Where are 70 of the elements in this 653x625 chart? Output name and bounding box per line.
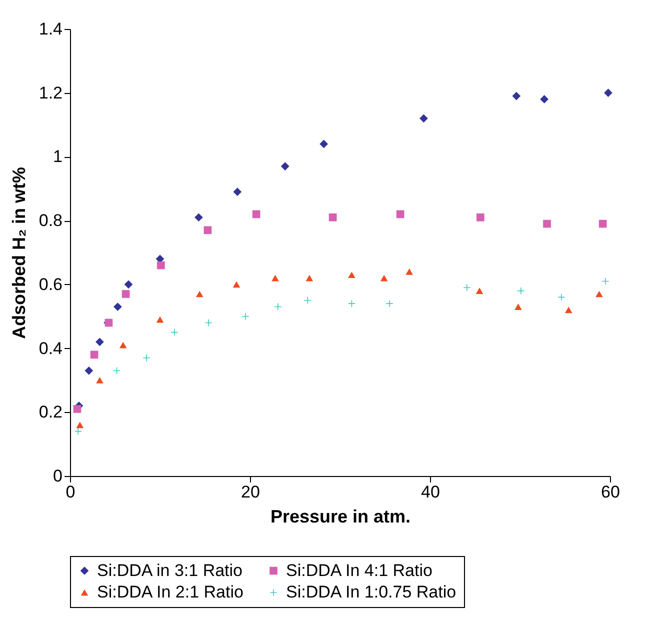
y-tick-label: 1 bbox=[53, 147, 62, 166]
point bbox=[518, 287, 524, 294]
point bbox=[242, 313, 249, 320]
point bbox=[156, 261, 165, 270]
point bbox=[96, 338, 104, 346]
point bbox=[74, 428, 82, 435]
x-axis-title: Pressure in atm. bbox=[270, 506, 411, 526]
point bbox=[476, 288, 484, 294]
point bbox=[84, 366, 94, 375]
point bbox=[272, 274, 279, 282]
point bbox=[73, 405, 82, 413]
y-tick-label: 0.6 bbox=[38, 274, 62, 294]
point bbox=[596, 290, 603, 298]
legend-label: Si:DDA In 2:1 Ratio bbox=[97, 582, 244, 602]
point bbox=[512, 92, 521, 100]
point bbox=[196, 290, 204, 298]
y-tick-label: 0.8 bbox=[38, 211, 62, 230]
y-tick-label: 1.4 bbox=[38, 20, 62, 38]
x-tick-label: 40 bbox=[421, 482, 440, 502]
point bbox=[205, 319, 212, 326]
point bbox=[464, 284, 470, 291]
y-tick-label: 0 bbox=[53, 466, 62, 486]
legend-label: Si:DDA In 4:1 Ratio bbox=[286, 560, 432, 580]
point bbox=[348, 272, 356, 278]
point bbox=[280, 162, 290, 170]
point bbox=[233, 188, 242, 196]
point bbox=[122, 290, 130, 298]
point bbox=[304, 297, 311, 304]
x-tick-label: 60 bbox=[601, 482, 620, 502]
point bbox=[348, 300, 356, 307]
point bbox=[564, 306, 572, 314]
point bbox=[543, 220, 551, 228]
y-tick-label: 0.4 bbox=[38, 338, 62, 358]
point bbox=[476, 213, 484, 222]
point bbox=[204, 226, 212, 234]
point bbox=[143, 354, 150, 362]
x-tick-label: 0 bbox=[66, 482, 76, 502]
x-tick-label: 20 bbox=[241, 482, 260, 502]
point bbox=[320, 140, 328, 148]
point bbox=[386, 300, 393, 307]
y-tick-label: 0.2 bbox=[38, 402, 62, 422]
point bbox=[171, 328, 178, 336]
point bbox=[514, 304, 522, 310]
point bbox=[124, 280, 133, 289]
point bbox=[604, 88, 612, 98]
point bbox=[380, 274, 388, 282]
legend-label: Si:DDA In 1:0.75 Ratio bbox=[286, 582, 456, 602]
legend-label: Si:DDA in 3:1 Ratio bbox=[97, 560, 243, 580]
point bbox=[306, 274, 314, 282]
point bbox=[96, 377, 104, 384]
point bbox=[90, 350, 98, 359]
point bbox=[232, 281, 240, 288]
point bbox=[558, 294, 565, 301]
point bbox=[328, 213, 337, 222]
point bbox=[119, 342, 127, 348]
point bbox=[420, 114, 428, 123]
point bbox=[540, 95, 548, 104]
point bbox=[406, 268, 413, 275]
y-tick-label: 1.2 bbox=[38, 83, 62, 102]
point bbox=[113, 367, 120, 374]
point bbox=[194, 213, 203, 222]
point bbox=[114, 302, 122, 311]
point bbox=[274, 303, 282, 310]
point bbox=[598, 220, 607, 228]
point bbox=[252, 210, 260, 218]
y-axis-title: Adsorbed H₂ in wt% bbox=[8, 166, 29, 340]
point bbox=[156, 316, 164, 323]
point bbox=[602, 278, 609, 285]
point bbox=[76, 422, 84, 428]
point bbox=[396, 210, 404, 218]
